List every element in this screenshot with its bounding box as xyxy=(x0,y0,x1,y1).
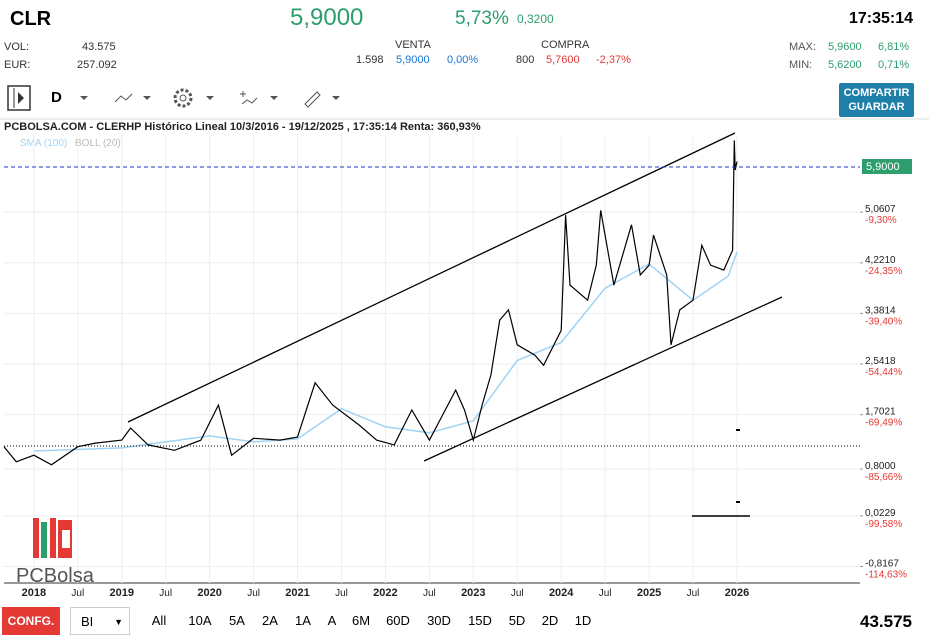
last-price-box xyxy=(862,159,912,174)
range-button[interactable]: 1D xyxy=(574,613,592,628)
range-button[interactable]: 15D xyxy=(468,613,492,628)
share-line1: COMPARTIR xyxy=(843,87,910,99)
indicator-icon[interactable] xyxy=(240,91,258,105)
chart: PCBOLSA.COM - CLERHP Histórico Lineal 10… xyxy=(0,118,929,599)
x-tick-label: Jul xyxy=(599,588,612,599)
eur-label: EUR: xyxy=(4,59,31,71)
range-button[interactable]: 6M xyxy=(351,613,371,628)
ticker: CLR xyxy=(10,8,52,30)
range-button[interactable]: 5A xyxy=(229,613,245,628)
period[interactable]: D xyxy=(51,89,62,106)
vol: 43.575 xyxy=(82,41,116,53)
venta-label: VENTA xyxy=(395,39,431,51)
y-tick-label: 3,3814 xyxy=(865,305,896,316)
range-button[interactable]: A xyxy=(327,613,337,628)
range-button[interactable]: 10A xyxy=(188,613,212,628)
y2-tick-label: -24,35% xyxy=(865,266,902,277)
y-tick-label: 4,2210 xyxy=(865,255,896,266)
price: 5,9000 xyxy=(290,4,364,31)
toolbar-icons xyxy=(7,85,340,111)
max-label: MAX: xyxy=(789,41,816,53)
max-pct: 6,81% xyxy=(878,41,910,53)
x-tick-label: 2018 xyxy=(22,587,46,599)
logo: PCBolsa xyxy=(16,565,95,587)
x-tick-label: 2022 xyxy=(373,587,397,599)
vol-label: VOL: xyxy=(4,41,30,53)
marker xyxy=(736,429,740,431)
y2-tick-label: -99,58% xyxy=(865,519,902,530)
min: 5,6200 xyxy=(828,59,862,71)
last-price-label: 5,9000 xyxy=(866,161,900,173)
change: 0,3200 xyxy=(517,12,554,26)
x-tick-label: Jul xyxy=(159,588,172,599)
marker xyxy=(736,501,740,503)
compra-label: COMPRA xyxy=(541,39,590,51)
y2-tick-label: -69,49% xyxy=(865,418,902,429)
legend-entry: SMA (100) xyxy=(20,138,67,149)
eur: 257.092 xyxy=(77,59,117,71)
range-button[interactable]: 30D xyxy=(427,613,451,628)
min-pct: 0,71% xyxy=(878,59,910,71)
footer-volume: 43.575 xyxy=(860,612,912,631)
dropdown[interactable] xyxy=(80,96,88,100)
range-button[interactable]: 60D xyxy=(386,613,410,628)
legend-entry: BOLL (20) xyxy=(75,138,121,149)
chart-title: PCBOLSA.COM - CLERHP Histórico Lineal 10… xyxy=(4,121,481,133)
compra-pct: -2,37% xyxy=(596,54,631,66)
sma-line xyxy=(33,251,738,452)
y2-tick-label: -39,40% xyxy=(865,316,902,327)
settings-icon[interactable] xyxy=(173,88,193,108)
sidebar-icon[interactable] xyxy=(7,85,31,111)
share-button[interactable]: COMPARTIR GUARDAR xyxy=(839,83,914,117)
y-tick-label: -0,8167 xyxy=(865,559,899,570)
x-tick-label: 2020 xyxy=(197,587,221,599)
y-tick-label: 0,0229 xyxy=(865,508,896,519)
y2-tick-label: -114,63% xyxy=(865,569,907,580)
x-tick-label: Jul xyxy=(423,588,436,599)
compra-qty: 800 xyxy=(516,54,535,66)
range-button[interactable]: 2A xyxy=(262,613,278,628)
range-button[interactable]: All xyxy=(151,613,167,628)
logo-icon xyxy=(33,518,72,558)
compra-price: 5,7600 xyxy=(546,54,580,66)
range-button[interactable]: 2D xyxy=(541,613,559,628)
x-tick-label: 2025 xyxy=(637,587,661,599)
share-line2: GUARDAR xyxy=(848,101,905,113)
x-tick-label: Jul xyxy=(71,588,84,599)
y2-tick-label: -9,30% xyxy=(865,215,897,226)
x-tick-label: 2024 xyxy=(549,587,574,599)
y-tick-label: 0,8000 xyxy=(865,461,896,472)
range-button[interactable]: 1A xyxy=(295,613,311,628)
y2-tick-label: -85,66% xyxy=(865,472,902,483)
x-tick-label: Jul xyxy=(511,588,524,599)
range-button[interactable]: 5D xyxy=(508,613,526,628)
change-pct: 5,73% xyxy=(455,8,509,29)
time: 17:35:14 xyxy=(849,10,914,27)
y-tick-label: 2,5418 xyxy=(865,356,896,367)
y-tick-label: 1,7021 xyxy=(865,407,896,418)
mode-select[interactable]: BI ▼ xyxy=(70,607,130,635)
venta-price: 5,9000 xyxy=(396,54,430,66)
y-tick-label: 5,0607 xyxy=(865,204,896,215)
mode: BI xyxy=(81,614,94,629)
line-type-icon[interactable] xyxy=(114,93,133,103)
y2-tick-label: -54,44% xyxy=(865,367,902,378)
price-line xyxy=(3,140,738,466)
x-tick-label: 2019 xyxy=(110,587,134,599)
x-tick-label: 2026 xyxy=(725,587,749,599)
x-tick-label: 2021 xyxy=(285,587,309,599)
min-label: MIN: xyxy=(789,59,813,71)
draw-icon[interactable] xyxy=(304,91,321,108)
x-tick-label: 2023 xyxy=(461,587,485,599)
venta-qty: 1.598 xyxy=(356,54,384,66)
config-button[interactable]: CONFG. xyxy=(2,607,60,635)
x-tick-label: Jul xyxy=(247,588,260,599)
channel-lower xyxy=(423,296,783,462)
x-tick-label: Jul xyxy=(687,588,700,599)
x-tick-label: Jul xyxy=(335,588,348,599)
venta-pct: 0,00% xyxy=(447,54,479,66)
max: 5,9600 xyxy=(828,41,862,53)
channel-upper xyxy=(127,132,736,423)
